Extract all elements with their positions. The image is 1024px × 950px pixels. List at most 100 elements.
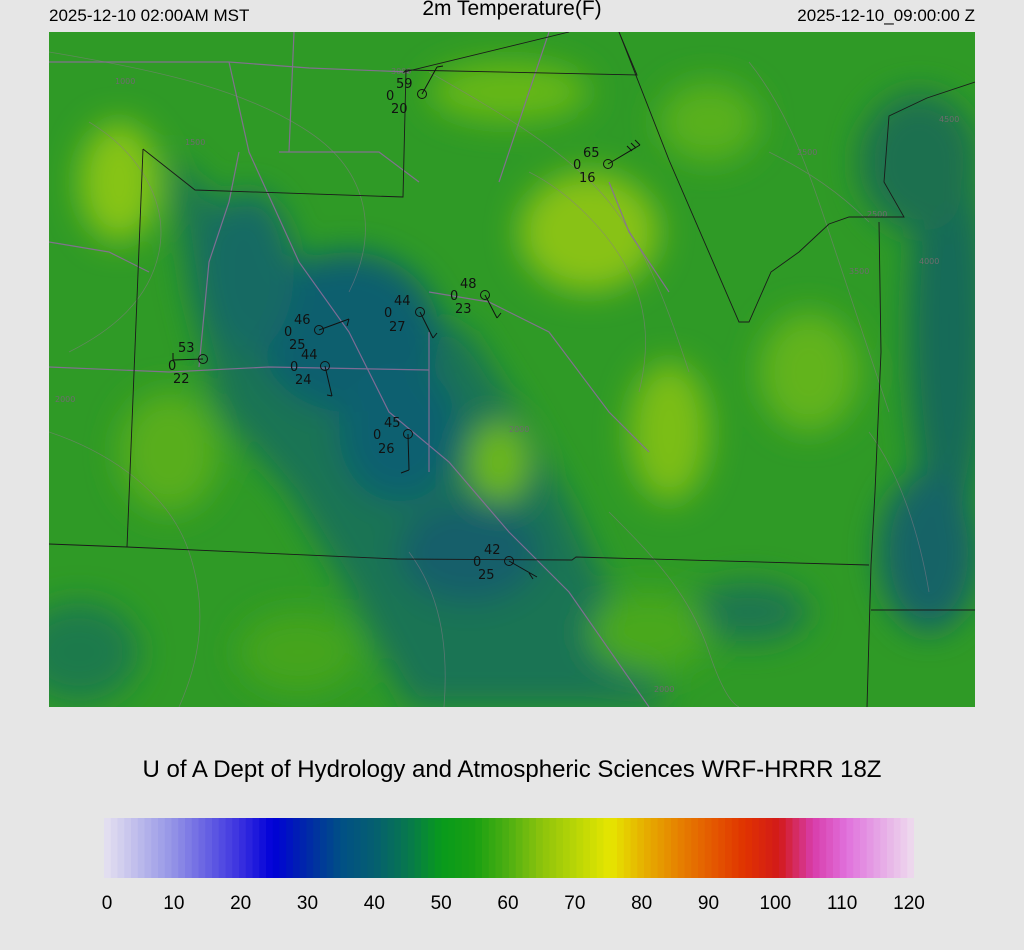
colorbar-cell (117, 818, 125, 878)
colorbar-cell (252, 818, 260, 878)
contour-label: 1500 (185, 138, 205, 147)
valid-time-label: 2025-12-10_09:00:00 Z (797, 6, 975, 25)
contour-label: 2000 (55, 395, 75, 404)
colorbar-cell (495, 818, 503, 878)
colorbar-cell (799, 818, 807, 878)
station-dewpoint: 27 (389, 320, 406, 335)
colorbar-cell (104, 818, 112, 878)
colorbar-cell (893, 818, 902, 878)
colorbar-cell (326, 818, 335, 878)
colorbar-cell (407, 818, 416, 878)
station-plot[interactable]: 65 0 16 (573, 139, 641, 186)
station-plot[interactable]: 44 0 27 (384, 294, 438, 339)
colorbar-cell (401, 818, 409, 878)
station-temperature: 65 (583, 146, 600, 161)
colorbar-cell (320, 818, 328, 878)
station-plot[interactable]: 53 0 22 (168, 341, 208, 387)
colorbar-tick-label: 80 (631, 893, 653, 914)
station-plot[interactable]: 46 0 25 (284, 313, 350, 353)
colorbar-cell (758, 818, 767, 878)
colorbar-tick-label: 70 (564, 893, 586, 914)
colorbar-cell (542, 818, 551, 878)
colorbar-cell (887, 818, 895, 878)
colorbar-cell (448, 818, 456, 878)
map-title: 2m Temperature(F) (422, 0, 602, 20)
station-temperature: 48 (460, 277, 477, 292)
colorbar-cell (475, 818, 483, 878)
model-credit: U of A Dept of Hydrology and Atmospheric… (142, 756, 882, 783)
colorbar-cell (502, 818, 510, 878)
colorbar-cell (738, 818, 746, 878)
station-temperature: 59 (396, 77, 413, 92)
station-precip: 0 (573, 158, 581, 173)
colorbar-cell (623, 818, 632, 878)
station-plot[interactable]: 59 0 20 (386, 65, 444, 117)
colorbar-cell (272, 818, 281, 878)
colorbar-cell (765, 818, 773, 878)
colorbar-tick-label: 110 (827, 893, 858, 914)
colorbar-cell (360, 818, 368, 878)
station-plot[interactable]: 42 0 25 (473, 543, 538, 583)
colorbar-cell (839, 818, 848, 878)
colorbar-tick-label: 120 (893, 893, 925, 914)
colorbar-cell (185, 818, 193, 878)
colorbar-cell (806, 818, 814, 878)
colorbar-cell (333, 818, 341, 878)
colorbar-cell (590, 818, 598, 878)
colorbar-cell (205, 818, 213, 878)
colorbar-cell (833, 818, 841, 878)
colorbar-cell (880, 818, 888, 878)
colorbar-cell (907, 818, 914, 878)
colorbar-cell (576, 818, 584, 878)
colorbar-tick-label: 60 (497, 893, 519, 914)
roads (49, 32, 670, 707)
colorbar-cell (293, 818, 301, 878)
colorbar-cell (394, 818, 402, 878)
colorbar-cell (583, 818, 591, 878)
station-dewpoint: 24 (295, 373, 312, 388)
station-plot[interactable]: 48 0 23 (450, 277, 502, 319)
colorbar-cell (225, 818, 233, 878)
colorbar-cell (212, 818, 220, 878)
colorbar-cell (745, 818, 753, 878)
colorbar-tick-label: 0 (101, 893, 113, 914)
contour-label: 3500 (849, 267, 869, 276)
colorbar-cell (266, 818, 274, 878)
local-time-label: 2025-12-10 02:00AM MST (49, 6, 250, 25)
station-plot[interactable]: 44 0 24 (290, 348, 333, 397)
contour-label: 2000 (509, 425, 529, 434)
colorbar-cell (785, 818, 794, 878)
colorbar-cell (704, 818, 713, 878)
elevation-contours (49, 51, 930, 707)
colorbar-cell (259, 818, 267, 878)
station-dewpoint: 16 (579, 171, 596, 186)
temperature-colorbar (104, 818, 914, 878)
colorbar-cell (603, 818, 611, 878)
temperature-map[interactable]: 1000 1500 2000 2000 2500 2500 3000 3500 … (49, 32, 975, 707)
station-temperature: 45 (384, 416, 401, 431)
colorbar-cell (455, 818, 463, 878)
station-precip: 0 (384, 306, 392, 321)
colorbar-cell (650, 818, 659, 878)
colorbar-cell (380, 818, 389, 878)
station-plot[interactable]: 45 0 26 (373, 416, 413, 474)
colorbar-cell (637, 818, 645, 878)
colorbar-tick-label: 20 (230, 893, 252, 914)
colorbar-cell (232, 818, 240, 878)
colorbar-cell (482, 818, 490, 878)
contour-label: 1000 (115, 77, 135, 86)
colorbar-cell (657, 818, 665, 878)
colorbar-cell (131, 818, 139, 878)
colorbar-cell (374, 818, 382, 878)
colorbar-cell (866, 818, 875, 878)
colorbar-cell (441, 818, 449, 878)
colorbar-cell (110, 818, 119, 878)
colorbar-cell (421, 818, 429, 878)
contour-label: 4500 (939, 115, 959, 124)
colorbar-cell (137, 818, 146, 878)
temperature-field (49, 32, 975, 707)
colorbar-tick-label: 10 (163, 893, 185, 914)
colorbar-cell (610, 818, 618, 878)
station-precip: 0 (290, 360, 298, 375)
colorbar-cell (313, 818, 321, 878)
